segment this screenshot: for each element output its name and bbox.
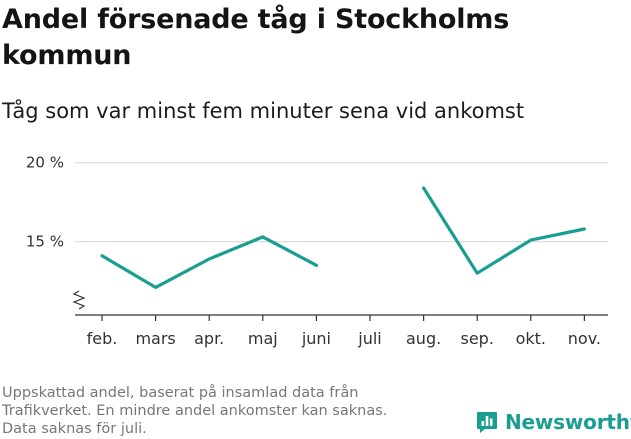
line-chart: 15 % 20 % feb. mars apr. maj juni juli aug. sep. o… [26, 154, 608, 348]
axis-break-icon [72, 290, 86, 310]
footnote: Uppskattad andel, baserat på insamlad da… [2, 384, 452, 438]
y-tick-label: 20 % [26, 154, 64, 172]
chart-title: Andel försenade tåg i Stockholms kommun [2, 4, 510, 71]
y-tick-label: 15 % [26, 233, 64, 251]
x-tick-label: nov. [568, 329, 601, 348]
newsworthy-logo-icon [477, 412, 497, 433]
newsworthy-logo: Newsworthy [476, 407, 631, 437]
x-tick-label: juli [357, 329, 381, 348]
x-tick-label: sep. [460, 329, 493, 348]
x-tick-label: feb. [87, 329, 118, 348]
series-line [422, 186, 587, 275]
chart-subtitle: Tåg som var minst fem minuter sena vid a… [2, 99, 525, 123]
footnote-line: Uppskattad andel, baserat på insamlad da… [2, 385, 359, 401]
x-tick-label: okt. [516, 329, 546, 348]
x-tick-label: aug. [406, 329, 441, 348]
series-line [100, 235, 318, 289]
x-tick-label: juni [301, 329, 331, 348]
brand-name: Newsworthy [505, 410, 631, 434]
footnote-line: Data saknas för juli. [2, 421, 147, 437]
footnote-line: Trafikverket. En mindre andel ankomster … [2, 403, 388, 419]
x-tick-label: maj [248, 329, 278, 348]
x-tick-label: apr. [194, 329, 224, 348]
x-tick-label: mars [135, 329, 175, 348]
